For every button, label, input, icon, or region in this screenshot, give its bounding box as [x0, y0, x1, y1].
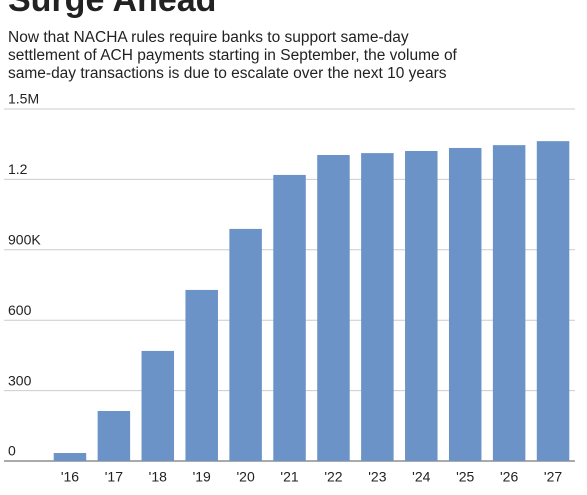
subtitle-line: settlement of ACH payments starting in S… [8, 47, 458, 64]
x-tick-label: '17 [105, 469, 123, 485]
x-tick-label: '26 [500, 469, 518, 485]
bar [141, 350, 175, 461]
chart-title: Surge Ahead [8, 0, 216, 19]
y-tick-label: 900K [8, 232, 41, 248]
bar [317, 154, 350, 461]
bar [185, 289, 218, 461]
bar [405, 151, 438, 461]
bar [273, 174, 306, 461]
x-tick-label: '16 [61, 469, 79, 485]
x-tick-label: '18 [149, 469, 167, 485]
bar [492, 145, 526, 461]
y-tick-label: 300 [8, 372, 32, 388]
x-tick-label: '23 [368, 469, 386, 485]
x-tick-label: '19 [193, 469, 211, 485]
subtitle-line: Now that NACHA rules require banks to su… [8, 29, 409, 46]
x-tick-label: '22 [324, 469, 342, 485]
bar [229, 228, 262, 461]
bar [97, 411, 131, 461]
bar [361, 153, 394, 461]
bar [536, 141, 570, 461]
x-tick-label: '20 [237, 469, 255, 485]
bar [53, 453, 87, 461]
bar [448, 147, 482, 462]
y-tick-label: 1.5M [8, 91, 39, 107]
x-tick-label: '27 [544, 469, 562, 485]
x-tick-label: '21 [280, 469, 298, 485]
y-tick-label: 600 [8, 302, 32, 318]
x-tick-label: '24 [412, 469, 430, 485]
x-tick-label: '25 [456, 469, 474, 485]
y-tick-label: 1.2 [8, 161, 28, 177]
subtitle-line: same-day transactions is due to escalate… [8, 65, 447, 82]
y-tick-label: 0 [8, 443, 16, 459]
